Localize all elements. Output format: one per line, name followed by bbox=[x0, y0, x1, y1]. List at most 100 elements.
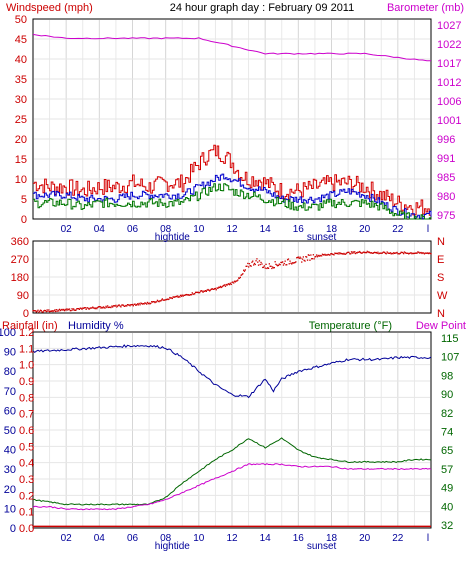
direction-point bbox=[97, 306, 100, 308]
direction-point bbox=[398, 253, 400, 255]
direction-point bbox=[85, 308, 87, 310]
direction-point bbox=[372, 252, 374, 254]
direction-point bbox=[319, 254, 321, 257]
humidity-tick: 50 bbox=[4, 425, 16, 437]
direction-point bbox=[294, 261, 296, 264]
temperature-axis-label: Temperature (°F) bbox=[309, 320, 392, 332]
barometer-tick: 1006 bbox=[437, 96, 461, 108]
direction-point bbox=[102, 306, 105, 308]
direction-point bbox=[316, 254, 318, 256]
direction-point bbox=[403, 253, 405, 255]
direction-point bbox=[121, 304, 123, 306]
direction-point bbox=[321, 253, 324, 255]
rainfall-tick: 0.2 bbox=[19, 490, 34, 502]
direction-point bbox=[416, 252, 418, 254]
direction-point bbox=[233, 280, 236, 282]
humidity-tick: 70 bbox=[4, 386, 16, 398]
direction-point bbox=[73, 309, 76, 311]
direction-point bbox=[135, 304, 137, 306]
direction-point bbox=[312, 254, 314, 256]
direction-point bbox=[53, 310, 55, 312]
direction-point bbox=[351, 252, 353, 254]
direction-point bbox=[231, 281, 233, 284]
direction-point bbox=[295, 261, 297, 263]
direction-point bbox=[219, 285, 222, 288]
direction-point bbox=[99, 306, 101, 308]
direction-point bbox=[66, 309, 68, 311]
rainfall-tick: 1.0 bbox=[19, 360, 34, 372]
direction-point bbox=[185, 293, 188, 296]
direction-point bbox=[122, 304, 125, 306]
sunset-marker: sunset bbox=[307, 232, 337, 243]
direction-point bbox=[61, 308, 63, 311]
direction-point bbox=[225, 283, 227, 286]
humidity-tick: 0 bbox=[10, 523, 16, 535]
temp-x-tick: 02 bbox=[61, 533, 73, 544]
direction-point bbox=[217, 287, 219, 289]
direction-point bbox=[180, 294, 182, 296]
direction-point bbox=[278, 263, 280, 265]
direction-point bbox=[310, 254, 312, 256]
direction-point bbox=[314, 256, 316, 258]
barometer-tick: 975 bbox=[437, 210, 455, 222]
direction-point bbox=[203, 290, 205, 292]
barometer-tick: 996 bbox=[437, 134, 455, 146]
direction-point bbox=[317, 254, 319, 257]
direction-point bbox=[380, 252, 382, 254]
temperature-tick: 74 bbox=[441, 427, 453, 439]
direction-point bbox=[86, 307, 88, 309]
direction-point bbox=[82, 307, 84, 309]
rainfall-tick: 0.9 bbox=[19, 376, 34, 388]
direction-point bbox=[163, 299, 165, 301]
direction-point bbox=[88, 308, 90, 310]
direction-point bbox=[142, 303, 144, 305]
direction-point bbox=[222, 285, 224, 287]
direction-point bbox=[230, 283, 232, 285]
direction-point bbox=[189, 294, 192, 296]
direction-point bbox=[188, 294, 190, 296]
direction-point bbox=[212, 288, 214, 290]
humidity-tick: 10 bbox=[4, 503, 16, 515]
direction-point bbox=[356, 252, 358, 254]
direction-point bbox=[275, 263, 277, 265]
direction-point bbox=[35, 311, 37, 313]
direction-point bbox=[133, 303, 135, 305]
direction-point bbox=[244, 269, 246, 271]
direction-point bbox=[401, 252, 403, 254]
direction-point bbox=[359, 252, 362, 254]
compass-letter: W bbox=[437, 290, 448, 302]
direction-point bbox=[39, 310, 41, 312]
direction-point bbox=[209, 290, 211, 292]
direction-point bbox=[41, 311, 43, 313]
direction-point bbox=[426, 252, 428, 254]
direction-point bbox=[405, 252, 407, 254]
direction-point bbox=[201, 290, 203, 292]
direction-point bbox=[73, 308, 75, 310]
direction-point bbox=[170, 297, 173, 299]
direction-point bbox=[248, 263, 251, 265]
direction-point bbox=[51, 310, 53, 312]
direction-point bbox=[107, 305, 109, 307]
direction-point bbox=[70, 309, 72, 312]
direction-point bbox=[80, 307, 82, 309]
direction-point bbox=[269, 265, 271, 267]
direction-point bbox=[215, 289, 217, 291]
direction-point bbox=[214, 288, 216, 290]
direction-point bbox=[340, 252, 342, 254]
direction-point bbox=[267, 267, 269, 269]
direction-point bbox=[194, 291, 197, 293]
direction-point bbox=[363, 251, 365, 253]
direction-point bbox=[399, 252, 401, 254]
direction-point bbox=[204, 290, 206, 292]
direction-point bbox=[84, 307, 86, 309]
direction-point bbox=[421, 252, 423, 255]
direction-point bbox=[58, 308, 61, 310]
direction-point bbox=[196, 291, 198, 294]
direction-point bbox=[208, 289, 210, 291]
direction-point bbox=[63, 308, 65, 311]
direction-point bbox=[388, 252, 391, 254]
direction-point bbox=[106, 306, 108, 309]
direction-point bbox=[228, 283, 230, 285]
direction-point bbox=[46, 309, 48, 311]
